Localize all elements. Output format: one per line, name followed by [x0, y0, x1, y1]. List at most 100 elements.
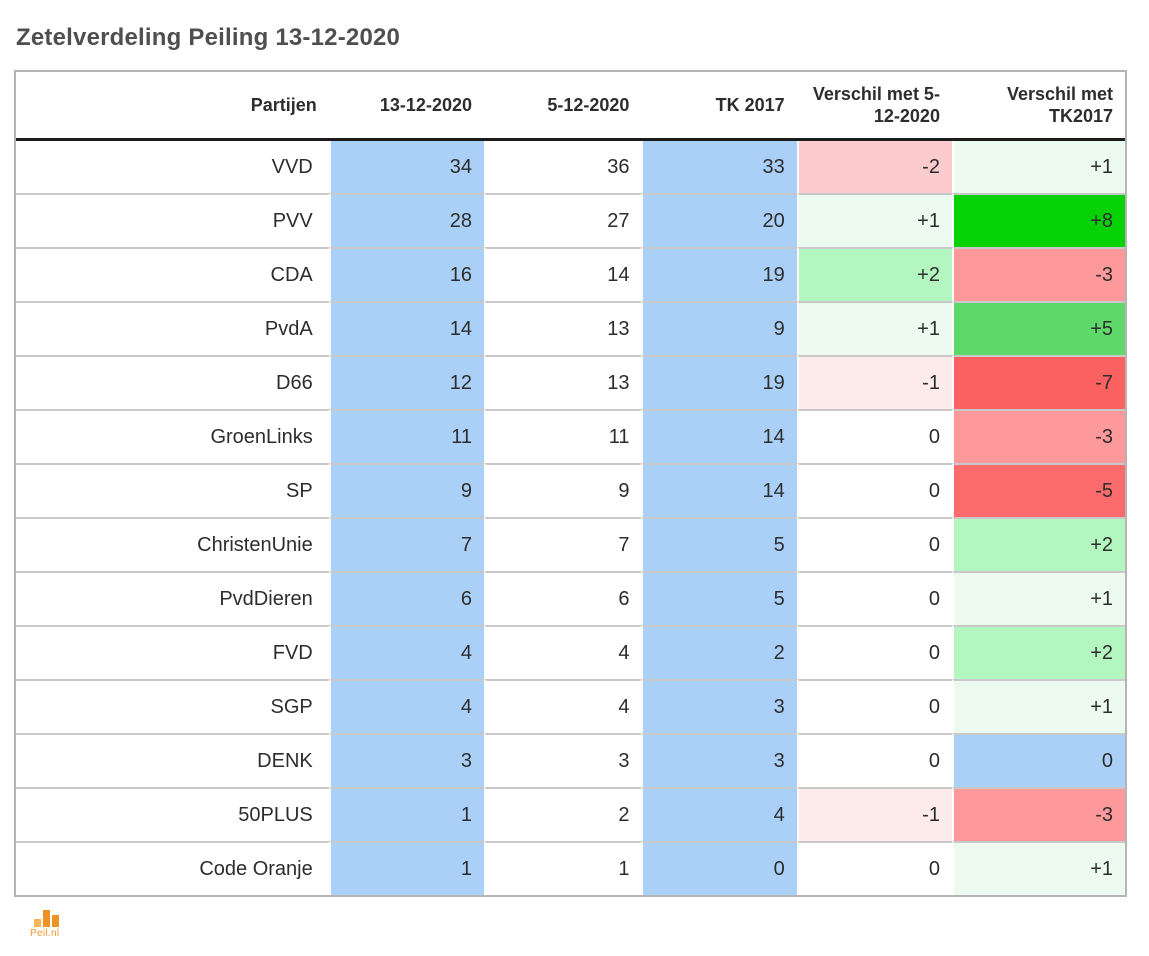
value-cell: -7 [951, 355, 1125, 409]
value-cell: 34 [328, 141, 484, 193]
value-cell: 6 [328, 571, 484, 625]
value-cell: 19 [641, 247, 797, 301]
bar-chart-icon [34, 909, 74, 927]
logo-bar-tall [43, 910, 50, 927]
column-header-verschil-5-12-2020: Verschil met 5-12-2020 [796, 72, 952, 141]
value-cell: 0 [796, 679, 952, 733]
value-cell: 11 [328, 409, 484, 463]
value-cell: 3 [328, 733, 484, 787]
value-cell: -3 [951, 409, 1125, 463]
value-cell: 0 [796, 463, 952, 517]
table-header: Partijen 13-12-2020 5-12-2020 TK 2017 Ve… [16, 72, 1125, 141]
value-cell: 3 [641, 733, 797, 787]
logo-bar-small [34, 919, 41, 927]
table-row: GroenLinks 11 11 14 0 -3 [16, 409, 1125, 463]
value-cell: +2 [951, 625, 1125, 679]
value-cell: -1 [796, 355, 952, 409]
value-cell: 20 [641, 193, 797, 247]
value-cell: 0 [641, 841, 797, 895]
value-cell: +1 [951, 571, 1125, 625]
value-cell: 19 [641, 355, 797, 409]
table-row: PVV 28 27 20 +1 +8 [16, 193, 1125, 247]
value-cell: -3 [951, 247, 1125, 301]
logo-label: Peil.nl [30, 928, 60, 939]
value-cell: 1 [483, 841, 642, 895]
value-cell: 14 [641, 463, 797, 517]
value-cell: 0 [796, 409, 952, 463]
value-cell: 0 [796, 841, 952, 895]
table-row: CDA 16 14 19 +2 -3 [16, 247, 1125, 301]
peil-logo: Peil.nl [30, 909, 74, 939]
table-row: Code Oranje 1 1 0 0 +1 [16, 841, 1125, 895]
value-cell: 14 [641, 409, 797, 463]
table-row: SP 9 9 14 0 -5 [16, 463, 1125, 517]
value-cell: 4 [483, 679, 642, 733]
value-cell: 4 [328, 679, 484, 733]
column-header-verschil-tk2017: Verschil met TK2017 [951, 72, 1125, 141]
value-cell: +5 [951, 301, 1125, 355]
value-cell: +8 [951, 193, 1125, 247]
column-header-tk-2017: TK 2017 [641, 72, 797, 141]
party-cell: VVD [271, 155, 313, 178]
page-title: Zetelverdeling Peiling 13-12-2020 [16, 24, 401, 51]
party-cell: PvdA [16, 301, 329, 355]
value-cell: 0 [796, 517, 952, 571]
value-cell: 9 [328, 463, 484, 517]
value-cell: 12 [328, 355, 484, 409]
value-cell: 0 [796, 571, 952, 625]
value-cell: 33 [641, 141, 797, 193]
party-cell: SGP [16, 679, 329, 733]
value-cell: 13 [483, 355, 642, 409]
value-cell: +2 [951, 517, 1125, 571]
value-cell: 6 [483, 571, 642, 625]
party-cell: ChristenUnie [16, 517, 329, 571]
header-row: Partijen 13-12-2020 5-12-2020 TK 2017 Ve… [16, 72, 1125, 141]
value-cell: 3 [483, 733, 642, 787]
table-row: ChristenUnie 7 7 5 0 +2 [16, 517, 1125, 571]
column-header-5-12-2020: 5-12-2020 [483, 72, 642, 141]
column-header-partijen: Partijen [16, 72, 329, 141]
party-cell: DENK [16, 733, 329, 787]
party-cell: FVD [16, 625, 329, 679]
value-cell: -2 [796, 141, 952, 193]
table-row: FVD 4 4 2 0 +2 [16, 625, 1125, 679]
value-cell: 14 [328, 301, 484, 355]
value-cell: 3 [641, 679, 797, 733]
poll-table: Partijen 13-12-2020 5-12-2020 TK 2017 Ve… [14, 70, 1127, 897]
value-cell: 4 [641, 787, 797, 841]
value-cell: 1 [328, 841, 484, 895]
value-cell: 5 [641, 517, 797, 571]
value-cell: 0 [951, 733, 1125, 787]
value-cell: +1 [796, 193, 952, 247]
table-row: PvdA 14 13 9 +1 +5 [16, 301, 1125, 355]
party-cell: Code Oranje [16, 841, 329, 895]
value-cell: 4 [328, 625, 484, 679]
table-row: 50PLUS 1 2 4 -1 -3 [16, 787, 1125, 841]
table-row: PvdDieren 6 6 5 0 +1 [16, 571, 1125, 625]
value-cell: 0 [796, 625, 952, 679]
party-cell: D66 [16, 355, 329, 409]
value-cell: +1 [951, 141, 1125, 193]
table-row: D66 12 13 19 -1 -7 [16, 355, 1125, 409]
value-cell: 13 [483, 301, 642, 355]
value-cell: 2 [483, 787, 642, 841]
value-cell: 7 [328, 517, 484, 571]
column-header-13-12-2020: 13-12-2020 [328, 72, 484, 141]
value-cell: 9 [483, 463, 642, 517]
value-cell: 14 [483, 247, 642, 301]
value-cell: 27 [483, 193, 642, 247]
value-cell: +1 [796, 301, 952, 355]
table-row: SGP 4 4 3 0 +1 [16, 679, 1125, 733]
value-cell: 7 [483, 517, 642, 571]
value-cell: 0 [796, 733, 952, 787]
value-cell: 2 [641, 625, 797, 679]
table-row: VVD 34 36 33 -2 +1 [16, 141, 1125, 193]
value-cell: 1 [328, 787, 484, 841]
party-cell: CDA [16, 247, 329, 301]
party-cell: PvdDieren [16, 571, 329, 625]
value-cell: -5 [951, 463, 1125, 517]
value-cell: +2 [796, 247, 952, 301]
value-cell: -1 [796, 787, 952, 841]
value-cell: +1 [951, 679, 1125, 733]
